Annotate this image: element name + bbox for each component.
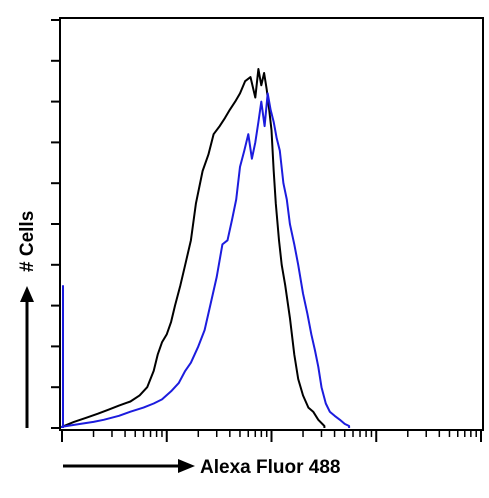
- y-axis-label: # Cells: [17, 211, 38, 272]
- series-line-2: [61, 92, 351, 428]
- x-arrow-head: [178, 459, 195, 473]
- series-line-1: [61, 68, 326, 428]
- y-axis-ticks: [51, 19, 60, 429]
- x-axis-ticks: [61, 430, 482, 442]
- x-axis-label: Alexa Fluor 488: [200, 457, 340, 478]
- y-arrow-head: [20, 286, 34, 302]
- plot-frame: [59, 17, 484, 431]
- series-layer: [61, 68, 351, 428]
